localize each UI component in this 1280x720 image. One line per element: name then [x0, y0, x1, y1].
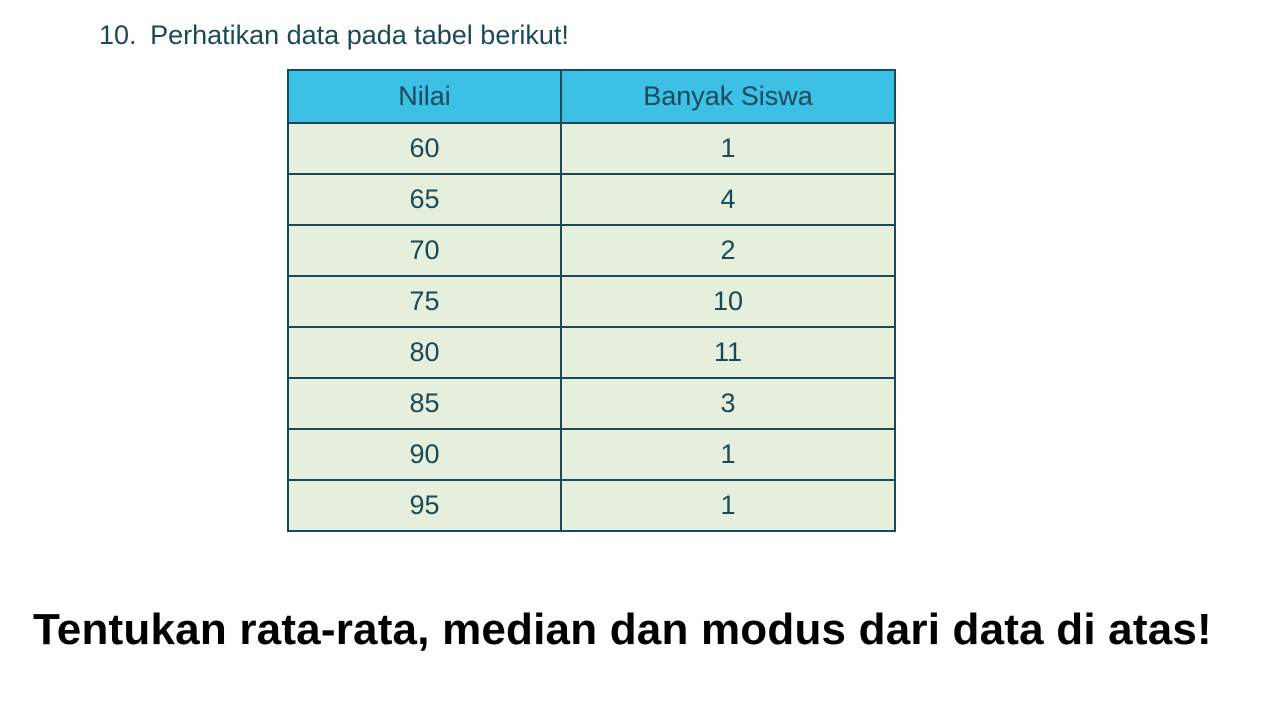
- cell-banyak-siswa: 10: [561, 276, 895, 327]
- cell-banyak-siswa: 4: [561, 174, 895, 225]
- table-row: 8011: [288, 327, 895, 378]
- table-row: 901: [288, 429, 895, 480]
- cell-banyak-siswa: 3: [561, 378, 895, 429]
- cell-nilai: 60: [288, 123, 561, 174]
- question-number: 10.: [99, 20, 137, 50]
- cell-banyak-siswa: 1: [561, 480, 895, 531]
- cell-nilai: 70: [288, 225, 561, 276]
- cell-banyak-siswa: 1: [561, 123, 895, 174]
- question-prompt: 10. Perhatikan data pada tabel berikut!: [99, 20, 569, 51]
- cell-nilai: 75: [288, 276, 561, 327]
- table-row: 853: [288, 378, 895, 429]
- cell-nilai: 85: [288, 378, 561, 429]
- cell-nilai: 80: [288, 327, 561, 378]
- table-body: 60165470275108011853901951: [288, 123, 895, 531]
- col-header-banyak-siswa: Banyak Siswa: [561, 70, 895, 123]
- col-header-nilai: Nilai: [288, 70, 561, 123]
- frequency-table: Nilai Banyak Siswa 601654702751080118539…: [287, 69, 896, 532]
- task-instruction: Tentukan rata-rata, median dan modus dar…: [33, 605, 1212, 655]
- table-header-row: Nilai Banyak Siswa: [288, 70, 895, 123]
- table-row: 601: [288, 123, 895, 174]
- cell-nilai: 65: [288, 174, 561, 225]
- table-row: 654: [288, 174, 895, 225]
- table-row: 951: [288, 480, 895, 531]
- cell-banyak-siswa: 1: [561, 429, 895, 480]
- cell-nilai: 95: [288, 480, 561, 531]
- table-row: 7510: [288, 276, 895, 327]
- question-text: Perhatikan data pada tabel berikut!: [150, 20, 569, 50]
- cell-nilai: 90: [288, 429, 561, 480]
- cell-banyak-siswa: 2: [561, 225, 895, 276]
- cell-banyak-siswa: 11: [561, 327, 895, 378]
- table-row: 702: [288, 225, 895, 276]
